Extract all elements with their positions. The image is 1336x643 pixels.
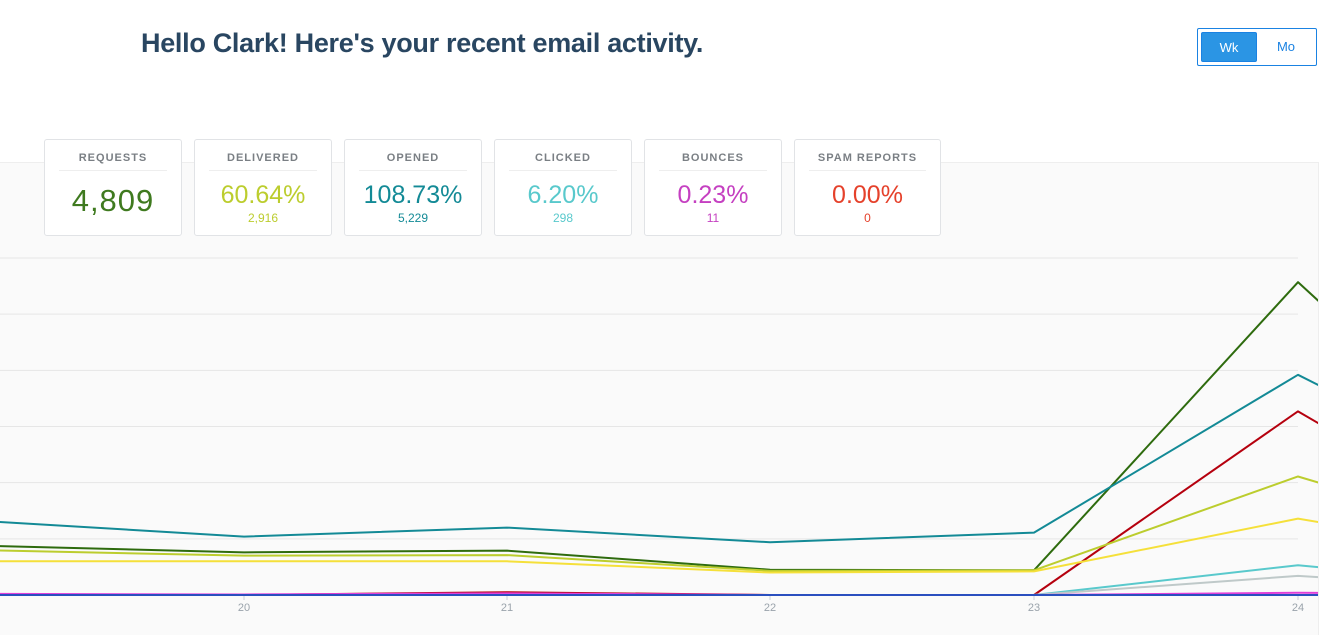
period-toggle: Wk Mo xyxy=(1197,28,1317,66)
activity-line-chart: 20 21 22 23 24 xyxy=(0,257,1318,614)
stat-card-delivered[interactable]: DELIVERED 60.64% 2,916 xyxy=(194,139,332,236)
stat-card-opened[interactable]: OPENED 108.73% 5,229 xyxy=(344,139,482,236)
stat-card-spam-reports[interactable]: SPAM REPORTS 0.00% 0 xyxy=(794,139,941,236)
page-title: Hello Clark! Here's your recent email ac… xyxy=(141,28,704,58)
stat-card-requests[interactable]: REQUESTS 4,809 xyxy=(44,139,182,236)
stat-count: 0 xyxy=(864,211,871,225)
x-tick-label: 21 xyxy=(501,602,513,614)
stat-count: 298 xyxy=(552,211,574,225)
stat-label: CLICKED xyxy=(509,152,617,171)
week-toggle-button[interactable]: Wk xyxy=(1201,32,1257,62)
stat-count: 2,916 xyxy=(247,211,279,225)
stat-value: 108.73% xyxy=(363,181,463,209)
stat-value: 6.20% xyxy=(527,181,599,209)
x-tick-label: 24 xyxy=(1292,602,1304,614)
stat-label: SPAM REPORTS xyxy=(809,152,926,171)
stat-label: OPENED xyxy=(359,152,467,171)
stat-value: 0.23% xyxy=(677,181,749,209)
x-tick-label: 23 xyxy=(1028,602,1040,614)
series-line-4 xyxy=(0,517,1318,574)
series-line-5 xyxy=(0,564,1318,596)
series-line-0 xyxy=(0,281,1318,572)
x-tick-label: 20 xyxy=(238,602,250,614)
stat-card-clicked[interactable]: CLICKED 6.20% 298 xyxy=(494,139,632,236)
stat-count: 11 xyxy=(706,211,720,225)
series-line-1 xyxy=(0,373,1318,544)
stat-label: BOUNCES xyxy=(659,152,767,171)
series-line-3 xyxy=(0,475,1318,572)
stat-count: 5,229 xyxy=(397,211,429,225)
stat-value: 60.64% xyxy=(220,181,306,209)
stat-label: DELIVERED xyxy=(209,152,317,171)
stat-label: REQUESTS xyxy=(59,152,167,171)
stat-value: 0.00% xyxy=(832,181,903,209)
activity-chart: 20 21 22 23 24 xyxy=(0,162,1319,635)
x-tick-label: 22 xyxy=(764,602,776,614)
stat-card-bounces[interactable]: BOUNCES 0.23% 11 xyxy=(644,139,782,236)
month-toggle-button[interactable]: Mo xyxy=(1276,39,1296,54)
stat-value: 4,809 xyxy=(71,183,155,218)
